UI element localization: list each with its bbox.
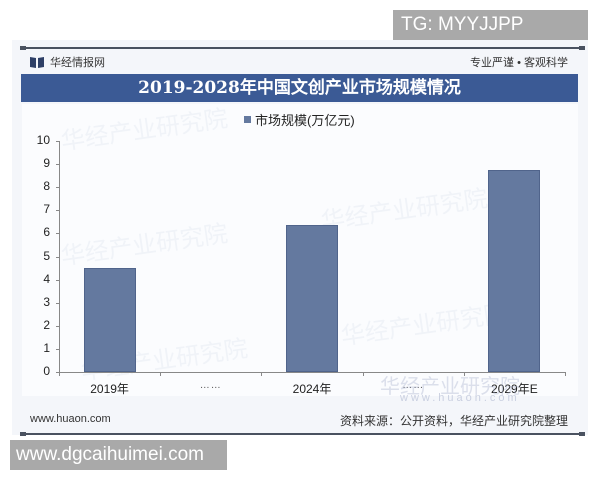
y-tick-label: 10 [36,133,50,147]
data-source-note: 资料来源：公开资料，华经产业研究院整理 [339,414,568,428]
y-tick [56,279,60,281]
x-tick [362,372,364,376]
y-tick-label: 4 [43,271,50,286]
top-divider [20,46,585,50]
footer-website: www.huaon.com [30,413,111,425]
watermark-url: www.huaon.com [400,392,520,404]
y-tick [56,233,60,235]
y-tick-label: 3 [43,294,50,309]
bottom-divider [20,432,585,436]
y-tick [56,141,60,142]
book-logo-icon [30,57,44,68]
y-tick [56,325,60,327]
x-tick [261,372,263,376]
brand-name: 华经情报网 [50,57,105,69]
y-tick [56,348,60,350]
x-axis [59,372,565,373]
y-tick-label: 6 [43,225,50,240]
x-ellipsis-label: …… [199,380,222,391]
x-tick [59,372,60,376]
x-tick-label: 2019年 [90,382,129,396]
brand: 华经情报网 [30,54,105,70]
bar [488,169,541,372]
tg-watermark-badge: TG: MYYJJPP [393,10,588,40]
site-watermark-badge: www.dgcaihuimei.com [10,440,227,470]
y-tick-label: 8 [43,179,50,194]
x-ellipsis-label: …… [402,380,425,391]
y-tick [56,164,60,166]
y-tick-label: 5 [43,248,50,263]
y-tick-label: 1 [43,340,50,355]
x-tick [463,372,465,376]
chart-title: 2019-2028年中国文创产业市场规模情况 [21,74,578,102]
y-tick [56,372,60,373]
y-tick-label: 9 [43,156,50,171]
bar [286,225,338,372]
y-tick [56,256,60,258]
y-tick-label: 2 [43,317,50,332]
y-tick [56,302,60,304]
watermark-logo: 华经产业研究院 [380,376,520,398]
y-tick [56,187,60,189]
y-tick-label: 7 [43,202,50,217]
x-tick [565,372,566,376]
x-tick-label: 2024年 [292,382,332,396]
x-tick-label: 2029年E [491,382,538,396]
legend-label: 市场规模(万亿元) [255,113,355,128]
bar [83,268,136,372]
y-tick [56,210,60,212]
legend-swatch [244,116,251,123]
slogan: 专业严谨 • 客观科学 [470,57,568,69]
y-tick-label: 0 [43,364,50,378]
x-tick [160,372,162,376]
chart-legend: 市场规模(万亿元) [244,110,355,129]
